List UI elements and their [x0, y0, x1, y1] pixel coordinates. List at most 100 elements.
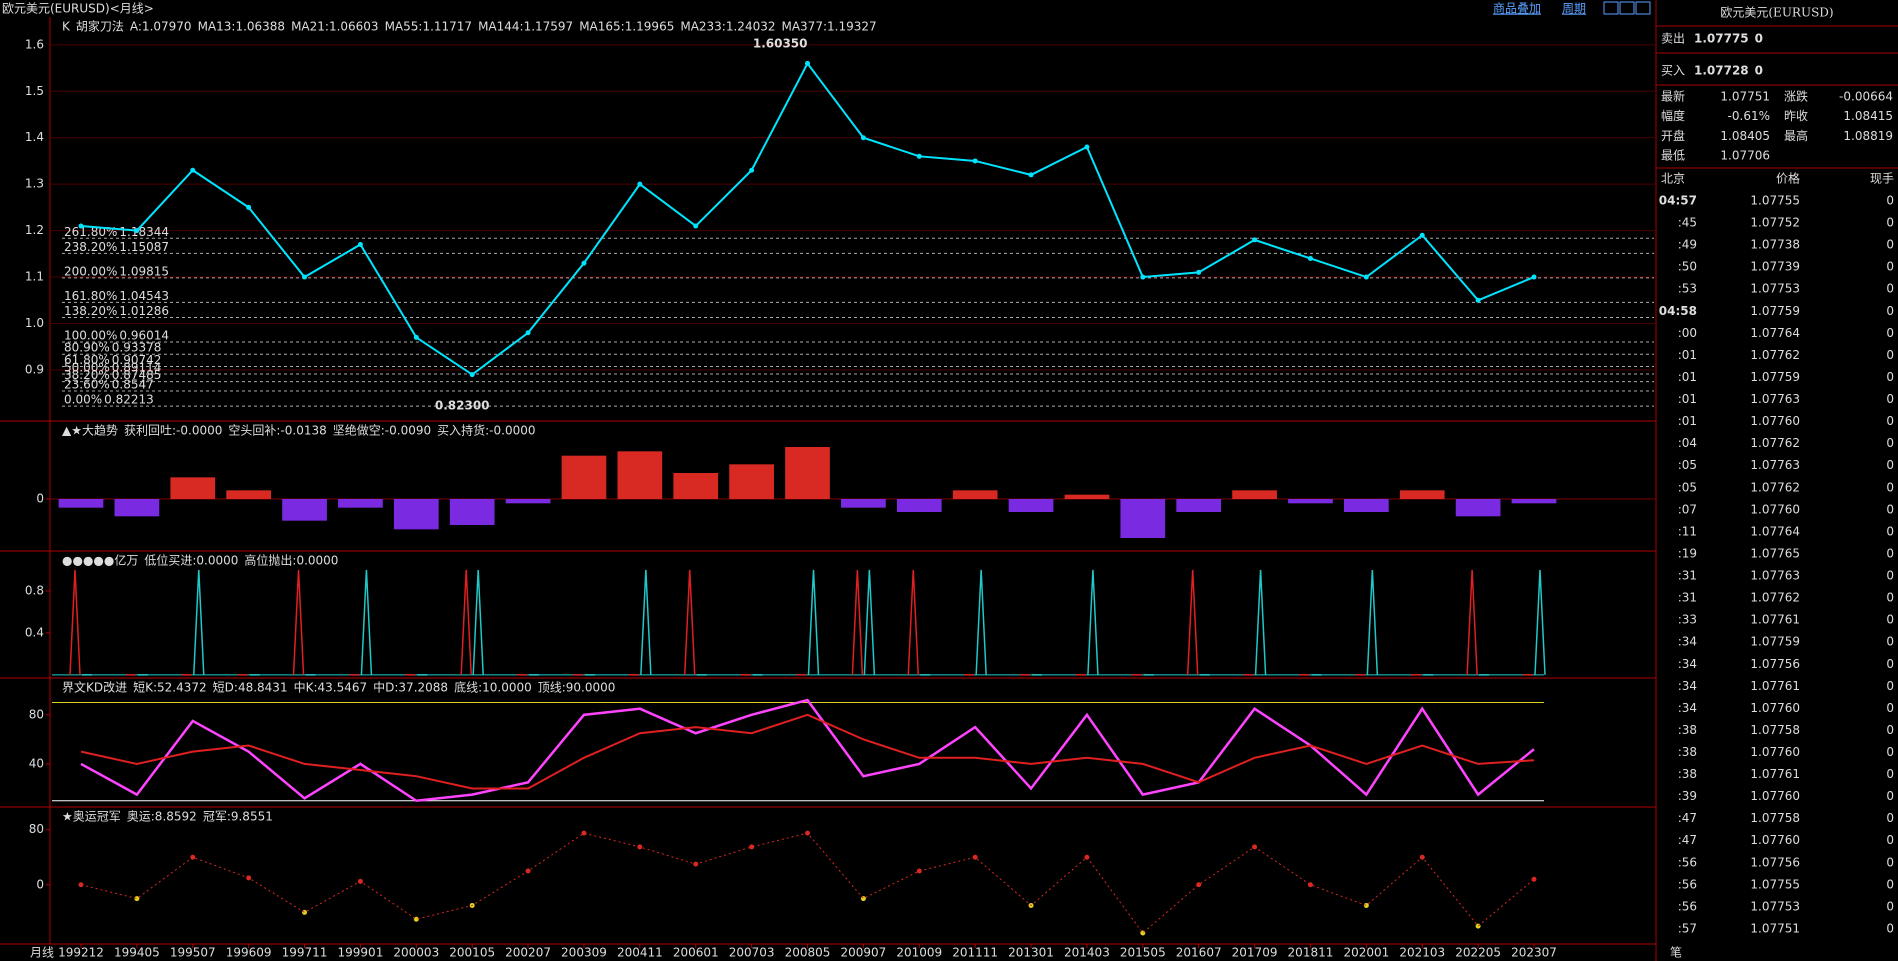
fib-value: 1.15087 [119, 240, 169, 254]
tick-price: 1.07764 [1750, 524, 1800, 538]
window-button[interactable] [1603, 1, 1619, 15]
tick-time: :34 [1678, 657, 1697, 671]
tick-price: 1.07755 [1750, 877, 1800, 891]
signal-spike [1254, 569, 1267, 675]
legend-item: 中K:43.5467 [294, 680, 368, 695]
signal-spike [683, 569, 696, 675]
trend-bar [1008, 499, 1054, 512]
price-point [637, 181, 643, 187]
tick-volume: 0 [1886, 789, 1894, 803]
stat-label: 幅度 [1661, 108, 1685, 123]
legend-item: 界文KD改进 [62, 680, 127, 695]
trend-bar [1455, 499, 1501, 517]
x-tick-label: 199405 [114, 946, 160, 960]
tick-price: 1.07758 [1750, 811, 1800, 825]
olympic-dot [972, 854, 978, 860]
legend-item: MA21:1.06603 [291, 20, 379, 34]
trend-bar [785, 447, 830, 499]
tick-time: :53 [1678, 282, 1697, 296]
signal-spike [193, 569, 205, 675]
fib-percent: 138.20% [64, 304, 117, 318]
price-point [972, 158, 978, 164]
tick-volume: 0 [1886, 392, 1894, 406]
legend-item: ★奥运冠军 [62, 810, 121, 824]
trend-bar [1064, 494, 1110, 499]
tick-time: :39 [1678, 789, 1697, 803]
tick-time: :33 [1678, 613, 1697, 627]
tick-volume: 0 [1886, 480, 1894, 494]
tick-volume: 0 [1886, 745, 1894, 759]
period-link[interactable]: 周期 [1562, 2, 1586, 16]
tick-price: 1.07760 [1750, 833, 1800, 847]
tick-time: :01 [1678, 392, 1697, 406]
ticks-header: 价格 [1776, 171, 1800, 186]
ticks-header: 现手 [1870, 172, 1894, 186]
fib-percent: 23.60% [64, 377, 110, 391]
tick-time: :19 [1678, 546, 1697, 560]
legend-item: 获利回吐:-0.0000 [124, 424, 222, 438]
tick-volume: 0 [1886, 767, 1894, 781]
x-tick-label: 201505 [1120, 946, 1166, 960]
y-tick-label: 1.2 [25, 223, 44, 237]
price-point [1140, 274, 1146, 280]
tick-price: 1.07762 [1750, 436, 1800, 450]
legend-item: 中D:37.2088 [373, 680, 448, 695]
tick-volume: 0 [1886, 370, 1894, 384]
price-point [190, 167, 196, 173]
tick-volume: 0 [1886, 194, 1894, 208]
tick-volume: 0 [1886, 657, 1894, 671]
tick-price: 1.07759 [1750, 304, 1800, 318]
tick-volume: 0 [1886, 304, 1894, 318]
price-point [1363, 274, 1369, 280]
quote-price: 1.07775 [1694, 32, 1749, 46]
price-point [246, 204, 252, 210]
fib-percent: 0.00% [64, 393, 102, 407]
price-point [302, 274, 308, 280]
fib-value: 1.18344 [119, 225, 169, 239]
x-tick-label: 200207 [505, 946, 551, 960]
tick-volume: 0 [1886, 569, 1894, 583]
legend-item: MA144:1.17597 [478, 20, 573, 34]
signal-spike [640, 569, 652, 675]
y-tick-label: 0.9 [25, 362, 44, 376]
x-tick-label: 200703 [729, 946, 775, 960]
signal-spike [1087, 569, 1099, 675]
legend-item: 短K:52.4372 [133, 681, 207, 695]
tick-volume: 0 [1886, 458, 1894, 472]
tick-time: :56 [1678, 899, 1697, 913]
tick-volume: 0 [1886, 216, 1894, 230]
window-button[interactable] [1635, 1, 1651, 15]
price-point [860, 135, 866, 141]
window-button[interactable] [1619, 1, 1635, 15]
tick-price: 1.07752 [1750, 216, 1800, 230]
tick-time: :38 [1678, 767, 1697, 781]
tick-price: 1.07762 [1750, 480, 1800, 494]
signal-spike [472, 569, 484, 675]
legend-item: 买入持货:-0.0000 [437, 423, 535, 438]
x-tick-label: 199711 [282, 946, 328, 960]
high-label: 1.60350 [753, 37, 808, 51]
tick-price: 1.07763 [1750, 458, 1800, 472]
legend-item: 冠军:9.8551 [203, 810, 273, 824]
tick-volume: 0 [1886, 282, 1894, 296]
x-tick-label: 201403 [1064, 946, 1110, 960]
fib-percent: 161.80% [64, 289, 117, 303]
tick-price: 1.07756 [1750, 657, 1800, 671]
tick-time: :38 [1678, 723, 1697, 737]
y-tick-label: 0 [36, 492, 44, 506]
tick-time: :56 [1678, 855, 1697, 869]
tick-price: 1.07765 [1750, 546, 1800, 560]
signal-spike [1186, 569, 1199, 675]
signal-spike [69, 569, 81, 675]
x-tick-label: 200805 [785, 946, 831, 960]
x-tick-label: 199901 [338, 946, 384, 960]
price-point [357, 242, 363, 248]
tick-time: :34 [1678, 701, 1697, 715]
tick-price: 1.07755 [1750, 194, 1800, 208]
bottom-tab[interactable]: 笔 [1670, 945, 1682, 960]
signal-spike [1366, 569, 1379, 675]
tick-volume: 0 [1886, 635, 1894, 649]
signal-spike [1466, 569, 1478, 675]
trend-bar [896, 499, 942, 512]
overlay-link[interactable]: 商品叠加 [1493, 1, 1541, 16]
